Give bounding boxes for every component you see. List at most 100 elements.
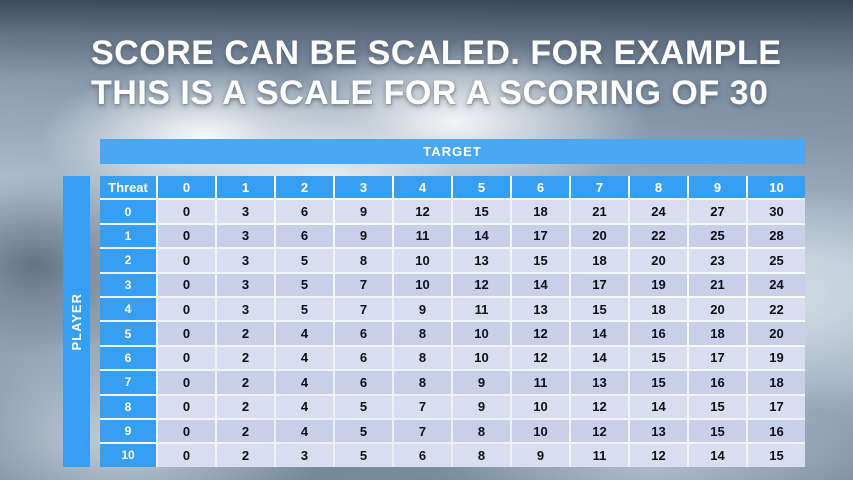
target-label: TARGET [423,144,482,159]
score-cell: 3 [217,249,274,272]
player-row-header: 5 [100,322,156,345]
score-cell: 22 [748,297,805,321]
target-column-header: 1 [217,176,274,199]
score-cell: 8 [335,249,392,272]
score-cell: 10 [394,249,451,272]
score-cell: 15 [689,395,746,418]
score-cell: 10 [453,346,510,370]
target-column-header: 9 [689,176,746,199]
score-cell: 9 [335,200,392,223]
score-cell: 13 [630,419,687,443]
score-cell: 9 [453,371,510,394]
score-cell: 16 [630,322,687,345]
score-cell: 8 [453,444,510,467]
score-cell: 20 [689,297,746,321]
score-cell: 4 [276,371,333,394]
target-column-header: 10 [748,176,805,199]
player-label: PLAYER [69,292,84,351]
score-cell: 17 [571,273,628,296]
score-cell: 5 [335,419,392,443]
score-cell: 9 [512,444,569,467]
score-cell: 7 [394,419,451,443]
score-cell: 7 [335,273,392,296]
score-cell: 18 [630,297,687,321]
target-column-header: 2 [276,176,333,199]
score-cell: 2 [217,444,274,467]
score-cell: 7 [335,297,392,321]
score-cell: 6 [276,200,333,223]
score-cell: 13 [571,371,628,394]
score-cell: 9 [394,297,451,321]
score-cell: 15 [689,419,746,443]
score-cell: 18 [689,322,746,345]
score-cell: 11 [453,297,510,321]
player-row-header: 10 [100,444,156,467]
score-cell: 0 [158,297,215,321]
score-cell: 11 [394,224,451,248]
score-cell: 10 [394,273,451,296]
score-table: Threat 0 1 2 3 4 5 6 7 8 9 10 0 0 3 6 9 12 15 18 21 24 27 30 1 0 3… [100,176,805,467]
title-line-2: THIS IS A SCALE FOR A SCORING OF 30 [91,74,769,113]
score-cell: 3 [217,297,274,321]
score-cell: 27 [689,200,746,223]
score-cell: 3 [217,273,274,296]
score-cell: 22 [630,224,687,248]
score-cell: 14 [571,346,628,370]
score-cell: 3 [217,200,274,223]
score-cell: 0 [158,200,215,223]
score-cell: 18 [512,200,569,223]
score-cell: 14 [512,273,569,296]
score-cell: 2 [217,346,274,370]
score-cell: 18 [571,249,628,272]
player-row-header: 0 [100,200,156,223]
score-cell: 20 [571,224,628,248]
score-cell: 16 [748,419,805,443]
score-cell: 15 [512,249,569,272]
target-column-header: 3 [335,176,392,199]
score-cell: 25 [689,224,746,248]
score-cell: 24 [630,200,687,223]
score-cell: 0 [158,444,215,467]
score-cell: 0 [158,249,215,272]
score-cell: 0 [158,273,215,296]
score-cell: 11 [512,371,569,394]
score-cell: 6 [335,346,392,370]
score-cell: 23 [689,249,746,272]
score-cell: 2 [217,322,274,345]
score-cell: 0 [158,224,215,248]
score-cell: 8 [394,322,451,345]
score-cell: 8 [394,346,451,370]
score-cell: 0 [158,371,215,394]
score-cell: 6 [276,224,333,248]
threat-header-cell: Threat [100,176,156,199]
score-cell: 4 [276,419,333,443]
player-row-header: 4 [100,297,156,321]
score-cell: 6 [394,444,451,467]
score-cell: 0 [158,395,215,418]
player-row-header: 2 [100,249,156,272]
score-cell: 16 [689,371,746,394]
score-cell: 15 [571,297,628,321]
score-cell: 0 [158,322,215,345]
score-cell: 10 [512,395,569,418]
score-cell: 4 [276,322,333,345]
score-cell: 9 [335,224,392,248]
target-column-header: 5 [453,176,510,199]
score-cell: 12 [571,419,628,443]
score-cell: 19 [748,346,805,370]
score-cell: 21 [571,200,628,223]
score-cell: 15 [748,444,805,467]
score-cell: 11 [571,444,628,467]
score-cell: 17 [689,346,746,370]
score-cell: 28 [748,224,805,248]
score-cell: 0 [158,419,215,443]
score-cell: 5 [335,444,392,467]
score-cell: 12 [394,200,451,223]
score-cell: 14 [571,322,628,345]
score-cell: 5 [276,249,333,272]
score-cell: 20 [748,322,805,345]
score-cell: 6 [335,322,392,345]
target-column-header: 0 [158,176,215,199]
score-cell: 19 [630,273,687,296]
